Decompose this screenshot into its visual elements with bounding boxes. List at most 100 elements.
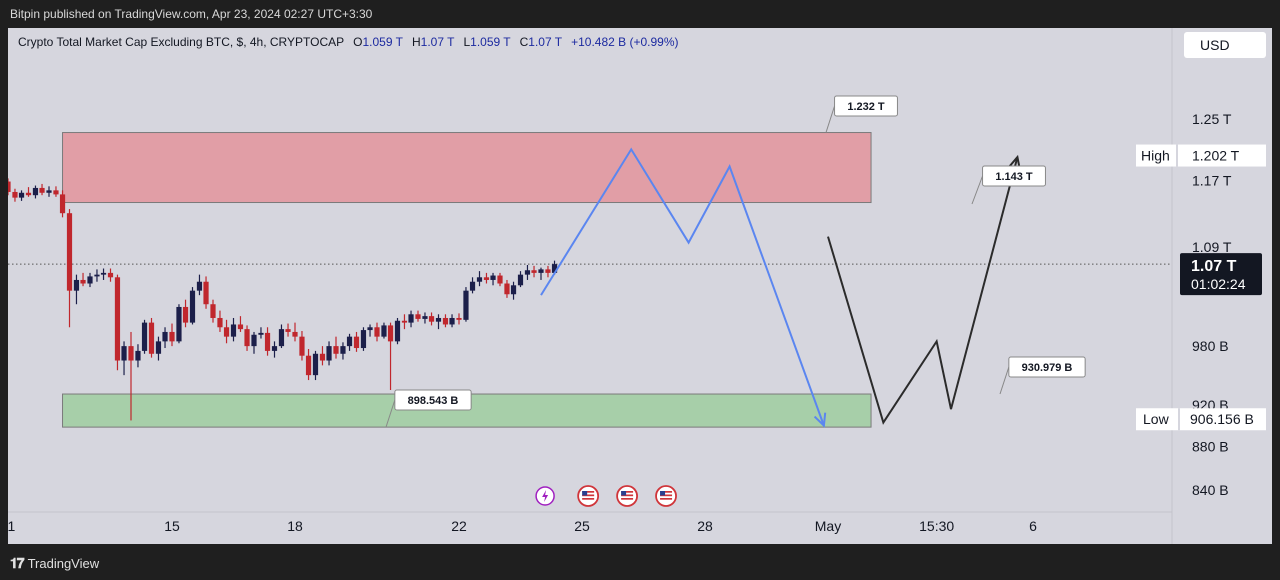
candle-body [442, 317, 449, 325]
us-flag-canton-icon [660, 491, 666, 496]
candle-body [463, 290, 469, 320]
symbol-legend: Crypto Total Market Cap Excluding BTC, $… [18, 35, 679, 49]
candle-body [449, 317, 455, 325]
candle-body [80, 279, 86, 284]
candle-body [490, 275, 496, 280]
candle-body [476, 277, 483, 282]
candle-body [230, 324, 237, 337]
candle-body [517, 274, 524, 286]
candle-body [217, 317, 223, 328]
publisher-bar: Bitpin published on TradingView.com, Apr… [0, 0, 1280, 28]
candle-body [53, 190, 59, 195]
us-flag-stripe-icon [582, 494, 595, 497]
candle-body [483, 277, 490, 280]
resistance-top-label: 1.232 T [847, 101, 885, 113]
candle-body [333, 346, 339, 354]
y-tick-label: 840 B [1192, 482, 1229, 498]
candle-body [394, 320, 401, 342]
us-flag-canton-icon [621, 491, 627, 496]
legend-open-label: O [353, 35, 362, 49]
candle-body [94, 274, 100, 277]
resistance-bottom-label: 1.143 T [995, 171, 1033, 183]
bar-countdown: 01:02:24 [1191, 276, 1246, 292]
candle-body [25, 192, 32, 196]
x-tick-label: 22 [451, 518, 467, 534]
candle-body [223, 327, 230, 337]
candle-body [128, 346, 134, 361]
candle-body [237, 324, 244, 330]
candle-body [469, 281, 476, 291]
candle-body [87, 276, 93, 284]
support-top-label: 930.979 B [1022, 362, 1073, 374]
high-marker-label: High [1141, 148, 1170, 164]
candle-body [46, 190, 52, 193]
candle-body [456, 317, 462, 320]
candle-body [374, 327, 380, 337]
candle-body [346, 336, 353, 347]
us-flag-canton-icon [582, 491, 588, 496]
candle-body [155, 341, 162, 354]
candle-body [504, 283, 510, 295]
candle-body [524, 270, 531, 275]
candle-body [5, 181, 11, 192]
legend-low-label: L [463, 35, 470, 49]
legend-high-label: H [412, 35, 421, 49]
y-tick-label: 980 B [1192, 338, 1229, 354]
candle-body [121, 346, 127, 361]
support-bottom-label-pointer [385, 399, 396, 428]
us-flag-stripe-icon [660, 494, 673, 497]
candle-body [59, 194, 66, 214]
tradingview-mark-icon: 𝟏𝟕 [10, 555, 25, 571]
projection-path-black [827, 156, 1019, 425]
candle-body [169, 331, 175, 342]
x-tick-label: May [815, 518, 841, 534]
us-flag-stripe-icon [621, 494, 634, 497]
candle-body [162, 331, 168, 342]
candle-body [32, 187, 39, 196]
candle-body [73, 279, 80, 291]
us-flag-stripe-icon [621, 491, 634, 493]
low-marker-value: 906.156 B [1190, 411, 1254, 427]
low-marker-label: Low [1143, 411, 1170, 427]
footer-bar: 𝟏𝟕 TradingView [0, 544, 1280, 580]
candle-body [203, 281, 209, 305]
candle-body [66, 213, 73, 291]
chart-area[interactable]: 1.232 T 1.143 T 930.979 B 898.543 B 11 15 18 22… [0, 28, 1272, 544]
candle-body [510, 285, 517, 295]
support-top-label-box [1008, 356, 1086, 378]
candle-body [182, 306, 189, 323]
candle-body [408, 314, 414, 323]
candle-body [18, 192, 25, 198]
candle-body [415, 314, 421, 319]
legend-low-value: 1.059 T [470, 35, 511, 49]
us-flag-stripe-icon [660, 498, 673, 500]
candle-body [381, 325, 387, 337]
high-marker-value: 1.202 T [1192, 148, 1240, 164]
candle-body [312, 353, 319, 376]
tradingview-logo[interactable]: 𝟏𝟕 TradingView [10, 555, 99, 572]
x-tick-label: 25 [574, 518, 590, 534]
us-flag-stripe-icon [660, 491, 673, 493]
y-tick-label: 1.25 T [1192, 111, 1232, 127]
legend-close-value: 1.07 T [528, 35, 562, 49]
current-price-value: 1.07 T [1191, 258, 1237, 275]
candle-body [435, 317, 442, 322]
x-tick-label: 18 [287, 518, 303, 534]
candle-body [244, 329, 250, 347]
candle-body [148, 322, 155, 354]
candle-body [107, 272, 114, 278]
high-marker-box [1136, 144, 1266, 167]
currency-button[interactable]: USD [1184, 32, 1266, 58]
candle-body [551, 264, 558, 273]
legend-high-value: 1.07 T [421, 35, 455, 49]
candle-body [285, 329, 291, 332]
candle-body [422, 316, 428, 319]
price-chart[interactable]: 1.232 T 1.143 T 930.979 B 898.543 B 11 15 18 22… [0, 28, 1272, 544]
resistance-bottom-label-pointer [971, 175, 984, 205]
candle-body [176, 306, 182, 342]
candle-body [367, 327, 373, 331]
candle-body [531, 270, 537, 273]
candle-body [12, 191, 18, 198]
candle-body [278, 329, 285, 347]
projection-path-blue [540, 147, 825, 426]
